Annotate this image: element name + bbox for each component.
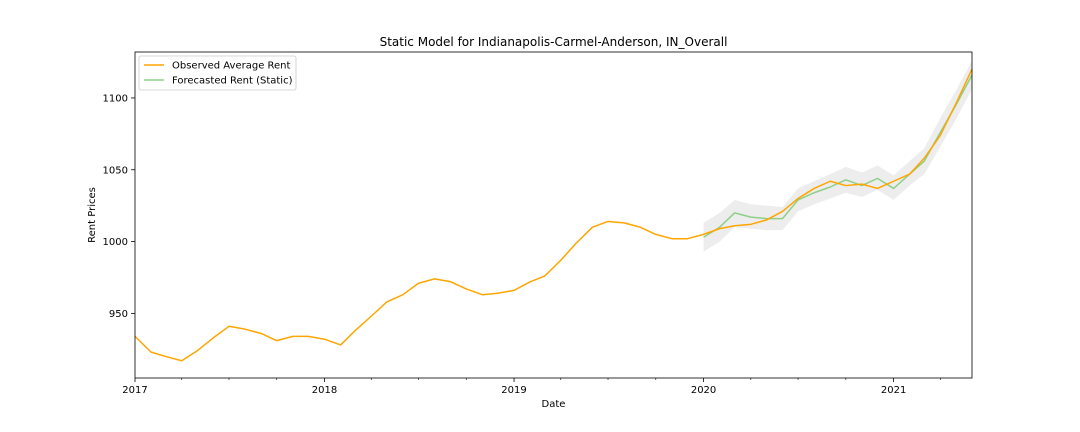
y-tick-label: 950 [109, 309, 128, 320]
x-axis-label: Date [542, 399, 566, 410]
axes: 950 1000 1050 1100 2017 2018 2019 2020 2021 [103, 93, 941, 396]
forecast-confidence-band [703, 60, 972, 252]
y-tick-label: 1050 [103, 165, 128, 176]
observed-series-line [134, 68, 973, 362]
y-tick-label: 1000 [103, 237, 128, 248]
legend-frame [138, 55, 297, 91]
x-tick-label: 2021 [881, 385, 906, 396]
plot-frame [134, 51, 973, 379]
y-axis-label: Rent Prices [87, 187, 98, 243]
chart-title: Static Model for Indianapolis-Carmel-And… [380, 35, 728, 49]
x-tick-label: 2017 [122, 385, 147, 396]
x-tick-label: 2020 [691, 385, 716, 396]
legend-label-forecast: Forecasted Rent (Static) [172, 76, 293, 87]
legend-label-observed: Observed Average Rent [172, 61, 291, 72]
legend: Observed Average Rent Forecasted Rent (S… [138, 55, 297, 91]
y-tick-label: 1100 [103, 93, 128, 104]
x-tick-label: 2018 [312, 385, 337, 396]
x-tick-label: 2019 [501, 385, 526, 396]
plot-area [134, 60, 973, 362]
